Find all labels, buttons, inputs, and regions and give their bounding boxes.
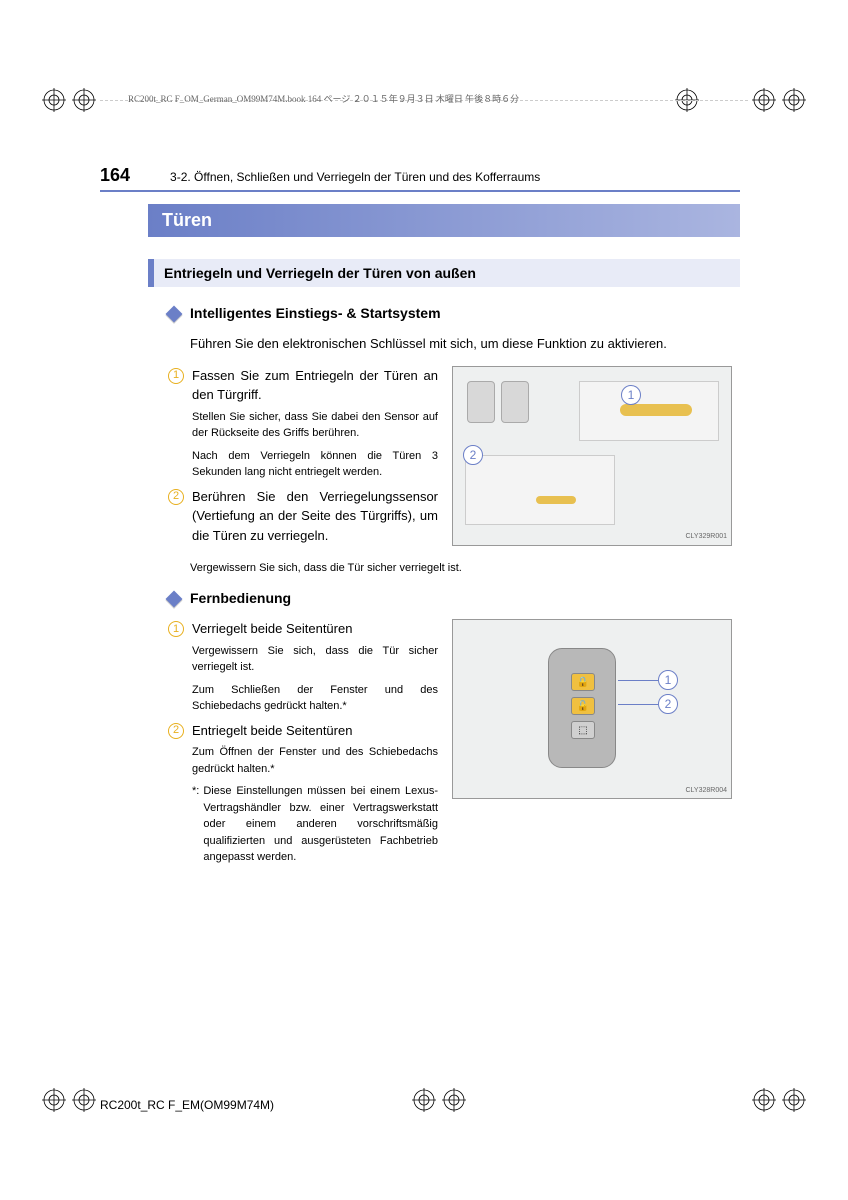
- subsection-2-heading: Fernbedienung: [168, 588, 740, 609]
- reg-mark-tr: [782, 88, 806, 112]
- remote-key-figure: 🔒 🔓 ⬚ 1 2 CLY328R004: [452, 619, 732, 799]
- section1-item1-text: Fassen Sie zum Entriegeln der Türen an d…: [192, 366, 438, 405]
- page-number: 164: [100, 165, 130, 186]
- footnote-mark: *:: [192, 783, 199, 866]
- section2-item1-sub2: Zum Schließen der Fenster und des Schieb…: [192, 682, 438, 715]
- section1-item1-sub1: Stellen Sie sicher, dass Sie dabei den S…: [192, 409, 438, 442]
- section2-item2-text: Entriegelt beide Seitentüren: [192, 721, 438, 741]
- reg-mark-bl2: [72, 1088, 96, 1112]
- trunk-button-icon: ⬚: [571, 721, 595, 739]
- section2-item1-sub1: Vergewissern Sie sich, dass die Tür sich…: [192, 643, 438, 676]
- handle-illustration-top: [579, 381, 719, 441]
- reg-mark-bc: [412, 1088, 436, 1112]
- key-shape-2: [501, 381, 529, 423]
- section1-intro: Führen Sie den elektronischen Schlüssel …: [190, 334, 740, 354]
- subsection-1-title: Intelligentes Einstiegs- & Startsystem: [190, 303, 441, 324]
- reg-mark-tr2: [752, 88, 776, 112]
- diamond-icon: [166, 590, 183, 607]
- section1-item2: 2 Berühren Sie den Verriegelungs­sensor …: [168, 487, 438, 546]
- key-shape-1: [467, 381, 495, 423]
- page-title: Türen: [148, 204, 740, 237]
- reg-mark-tl2: [72, 88, 96, 112]
- diamond-icon: [166, 305, 183, 322]
- lock-button-icon: 🔒: [571, 673, 595, 691]
- reg-mark-bc2: [442, 1088, 466, 1112]
- handle-illustration-bottom: [465, 455, 615, 525]
- section2-item1-text: Verriegelt beide Seitentüren: [192, 619, 438, 639]
- subsection-1-heading: Intelligentes Einstiegs- & Startsystem: [168, 303, 740, 324]
- section1-item1: 1 Fassen Sie zum Entriegeln der Türen an…: [168, 366, 438, 405]
- section2-two-col: 1 Verriegelt beide Seitentüren Vergewiss…: [168, 619, 740, 866]
- callout-1: 1: [621, 385, 641, 405]
- figure2-credit: CLY328R004: [685, 786, 727, 797]
- unlock-button-icon: 🔓: [571, 697, 595, 715]
- page-subtitle: Entriegeln und Verriegeln der Türen von …: [148, 259, 740, 287]
- callout-2: 2: [658, 694, 678, 714]
- callout-line-2: [618, 704, 658, 705]
- figure1-credit: CLY329R001: [685, 532, 727, 543]
- footnote-text: Diese Einstellungen müssen bei einem Lex…: [203, 783, 438, 866]
- callout-2: 2: [463, 445, 483, 465]
- section1-figure: 1 2 CLY329R001: [452, 366, 732, 552]
- page-header: 164 3-2. Öffnen, Schließen und Verriegel…: [100, 165, 740, 192]
- reg-mark-br2: [752, 1088, 776, 1112]
- callout-line-1: [618, 680, 658, 681]
- section1-item2-text: Berühren Sie den Verriegelungs­sensor (V…: [192, 487, 438, 546]
- book-meta: RC200t_RC F_OM_German_OM99M74M.book 164 …: [128, 92, 519, 105]
- subsection-2-title: Fernbedienung: [190, 588, 291, 609]
- section2-footnote: *: Diese Einstellungen müssen bei einem …: [192, 783, 438, 866]
- section-path: 3-2. Öffnen, Schließen und Verriegeln de…: [170, 170, 540, 184]
- section1-item1-sub2: Nach dem Verriegeln können die Türen 3 S…: [192, 448, 438, 481]
- circled-one-icon: 1: [168, 368, 184, 384]
- circled-two-icon: 2: [168, 489, 184, 505]
- reg-mark-bl: [42, 1088, 66, 1112]
- footer-code: RC200t_RC F_EM(OM99M74M): [100, 1098, 274, 1112]
- section2-item2: 2 Entriegelt beide Seitentüren: [168, 721, 438, 741]
- section2-item1: 1 Verriegelt beide Seitentüren: [168, 619, 438, 639]
- circled-one-icon: 1: [168, 621, 184, 637]
- page-content: 164 3-2. Öffnen, Schließen und Verriegel…: [100, 165, 740, 866]
- callout-1: 1: [658, 670, 678, 690]
- circled-two-icon: 2: [168, 723, 184, 739]
- section2-item2-sub1: Zum Öffnen der Fenster und des Schiebeda…: [192, 744, 438, 777]
- reg-mark-tl: [42, 88, 66, 112]
- reg-mark-br: [782, 1088, 806, 1112]
- key-fob-icon: 🔒 🔓 ⬚: [548, 648, 616, 768]
- content-block: Intelligentes Einstiegs- & Startsystem F…: [168, 303, 740, 866]
- section1-note: Vergewissern Sie sich, dass die Tür sich…: [190, 560, 740, 577]
- section1-two-col: 1 Fassen Sie zum Entriegeln der Türen an…: [168, 366, 740, 552]
- section2-left: 1 Verriegelt beide Seitentüren Vergewiss…: [168, 619, 438, 866]
- section1-left: 1 Fassen Sie zum Entriegeln der Türen an…: [168, 366, 438, 552]
- section2-figure: 🔒 🔓 ⬚ 1 2 CLY328R004: [452, 619, 732, 866]
- door-handle-figure: 1 2 CLY329R001: [452, 366, 732, 546]
